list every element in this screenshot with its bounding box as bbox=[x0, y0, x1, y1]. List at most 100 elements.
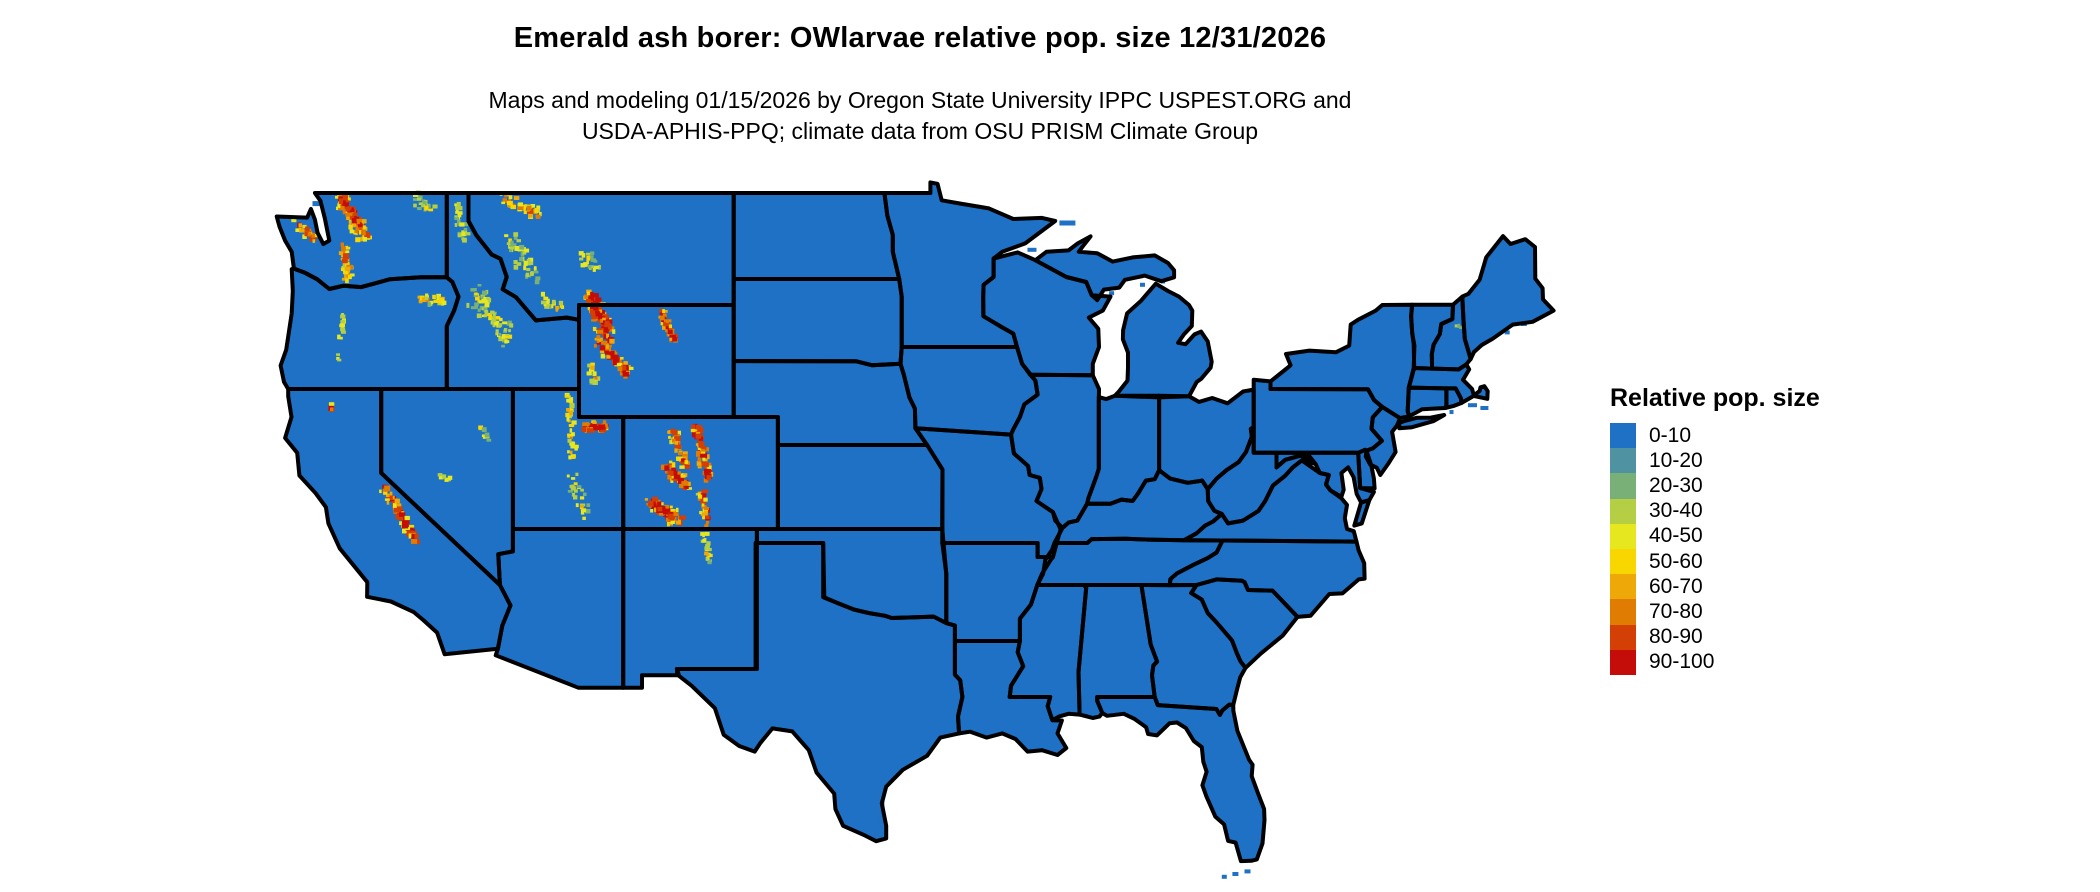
state-mt bbox=[468, 193, 734, 321]
legend-row: 60-70 bbox=[1610, 574, 1714, 600]
state-mu bbox=[1035, 236, 1175, 301]
state-ar bbox=[942, 543, 1053, 641]
island-speck bbox=[1449, 410, 1454, 414]
state-ok bbox=[756, 529, 947, 624]
state-oh bbox=[1159, 389, 1254, 490]
state-ga bbox=[1141, 585, 1246, 715]
legend-swatch bbox=[1610, 448, 1636, 474]
island-speck bbox=[1140, 282, 1145, 287]
state-wi bbox=[983, 252, 1111, 376]
state-ma bbox=[1408, 364, 1488, 403]
subtitle-line-1: Maps and modeling 01/15/2026 by Oregon S… bbox=[488, 87, 1352, 113]
state-fl bbox=[1097, 697, 1265, 862]
legend-row: 80-90 bbox=[1610, 624, 1714, 650]
legend-label: 0-10 bbox=[1649, 423, 1692, 447]
legend-row: 10-20 bbox=[1610, 448, 1714, 474]
state-mo bbox=[915, 428, 1061, 557]
state-nh bbox=[1431, 296, 1471, 370]
state-border-nc bbox=[1167, 538, 1367, 619]
state-wv bbox=[1207, 427, 1316, 524]
legend-label: 50-60 bbox=[1649, 549, 1703, 573]
state-ca bbox=[285, 389, 511, 655]
legend-row: 30-40 bbox=[1610, 498, 1714, 524]
state-nd bbox=[733, 193, 900, 279]
state-sd bbox=[733, 279, 902, 366]
state-me bbox=[1462, 236, 1554, 359]
state-border-mu bbox=[1033, 234, 1177, 303]
legend-label: 40-50 bbox=[1649, 524, 1703, 548]
state-border-li bbox=[1397, 413, 1447, 431]
state-or bbox=[280, 268, 459, 389]
state-az bbox=[495, 529, 624, 688]
legend-row: 0-10 bbox=[1610, 423, 1714, 449]
state-border-nj bbox=[1363, 404, 1402, 477]
state-md bbox=[1276, 452, 1374, 503]
legend-swatch bbox=[1610, 599, 1636, 625]
state-ks bbox=[777, 445, 943, 529]
state-ne bbox=[733, 361, 928, 445]
legend-row: 70-80 bbox=[1610, 599, 1714, 625]
island-speck bbox=[1027, 247, 1037, 252]
state-vt bbox=[1411, 304, 1453, 369]
legend-label: 80-90 bbox=[1649, 625, 1703, 649]
state-nm bbox=[623, 529, 757, 688]
state-borders bbox=[274, 180, 1556, 864]
state-de bbox=[1358, 449, 1375, 489]
state-mn bbox=[884, 182, 1056, 347]
legend-swatch bbox=[1610, 498, 1636, 524]
island-speck bbox=[1468, 403, 1477, 408]
island-speck bbox=[1059, 220, 1076, 226]
state-mi bbox=[1114, 283, 1212, 398]
state-wy bbox=[579, 305, 734, 417]
legend-swatch bbox=[1610, 548, 1636, 575]
state-ky bbox=[1054, 470, 1222, 543]
page-title: Emerald ash borer: OWlarvae relative pop… bbox=[513, 22, 1327, 54]
state-nv bbox=[381, 389, 513, 585]
state-border-wi bbox=[981, 250, 1113, 378]
legend-title: Relative pop. size bbox=[1610, 384, 1820, 412]
legend-swatch bbox=[1610, 423, 1636, 449]
legend-row: 90-100 bbox=[1610, 649, 1715, 675]
page-subtitle: Maps and modeling 01/15/2026 by Oregon S… bbox=[0, 85, 1840, 147]
legend-label: 90-100 bbox=[1649, 650, 1715, 674]
legend-row: 20-30 bbox=[1610, 473, 1714, 499]
state-va bbox=[1183, 460, 1357, 542]
state-border-md bbox=[1274, 450, 1376, 505]
subtitle-line-2: USDA-APHIS-PPQ; climate data from OSU PR… bbox=[581, 118, 1259, 144]
state-border-me bbox=[1460, 234, 1556, 361]
legend-row: 50-60 bbox=[1610, 548, 1714, 575]
island-speck bbox=[1221, 874, 1227, 879]
state-pa bbox=[1253, 379, 1383, 453]
island-speck bbox=[1480, 406, 1489, 410]
population-hotspots bbox=[291, 190, 1465, 565]
island-speck bbox=[1232, 872, 1239, 876]
state-border-mi bbox=[1112, 281, 1214, 400]
legend-label: 30-40 bbox=[1649, 499, 1703, 523]
state-co bbox=[623, 417, 778, 529]
legend-rows: 0-10 10-20 20-30 30-40 40-50 50-60 60-70 70-80 8… bbox=[1610, 423, 1714, 675]
state-border-fl bbox=[1095, 695, 1267, 864]
legend-label: 70-80 bbox=[1649, 599, 1703, 623]
legend-row: 40-50 bbox=[1610, 523, 1714, 549]
state-ny bbox=[1270, 304, 1415, 419]
state-fills bbox=[276, 182, 1554, 862]
state-il bbox=[1011, 374, 1099, 528]
legend-label: 10-20 bbox=[1649, 448, 1703, 472]
legend-label: 20-30 bbox=[1649, 473, 1703, 497]
state-border-tx bbox=[674, 541, 965, 844]
state-ia bbox=[900, 347, 1038, 435]
legend-swatch bbox=[1610, 574, 1636, 600]
state-nc bbox=[1169, 540, 1365, 617]
legend-swatch bbox=[1610, 649, 1636, 675]
island-speck bbox=[1244, 869, 1251, 874]
state-in bbox=[1087, 395, 1160, 504]
state-ct bbox=[1407, 387, 1447, 417]
island-speck bbox=[876, 813, 880, 822]
legend-swatch bbox=[1610, 523, 1636, 549]
island-speck bbox=[312, 201, 320, 207]
state-ms bbox=[1009, 585, 1087, 721]
state-al bbox=[1078, 585, 1158, 718]
legend-label: 60-70 bbox=[1649, 574, 1703, 598]
island-speck bbox=[1504, 330, 1510, 335]
